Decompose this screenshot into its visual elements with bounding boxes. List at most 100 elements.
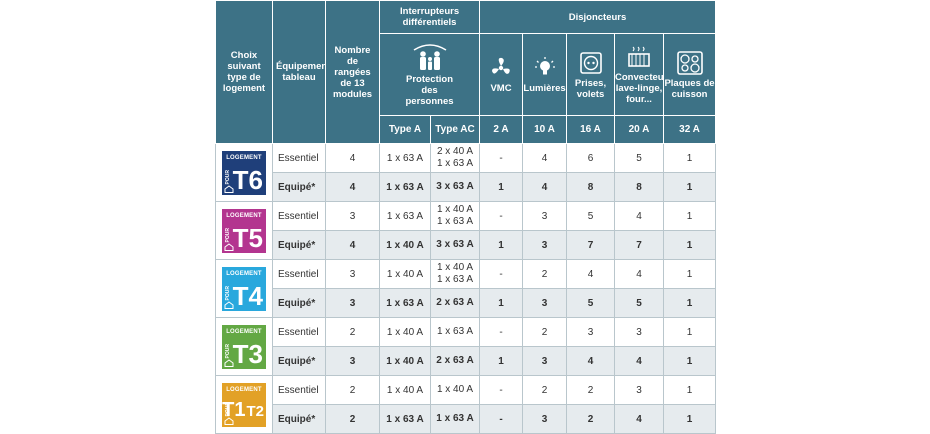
rangees-value: 3: [325, 201, 380, 231]
plaques-value: 1: [663, 230, 717, 260]
header-disjoncteurs: Disjoncteurs: [479, 0, 717, 34]
prises-value: 4: [566, 259, 616, 289]
convecteurs-value: 5: [614, 143, 665, 173]
house-icon: [224, 184, 234, 193]
cooktop-icon: [676, 50, 703, 75]
vmc-value: 1: [479, 346, 524, 376]
lumieres-value: 3: [522, 404, 568, 434]
equipment-label: Equipé*: [272, 346, 326, 376]
convecteurs-value: 4: [614, 404, 665, 434]
type-ac-line: 1 x 63 A: [436, 158, 474, 169]
badge-logement-label: LOGEMENT: [226, 270, 262, 277]
header-lumieres: Lumières: [522, 33, 568, 116]
header-10a: 10 A: [522, 115, 568, 144]
prises-value: 3: [566, 317, 616, 347]
type-a-value: 1 x 40 A: [379, 259, 431, 289]
convecteurs-value: 4: [614, 259, 665, 289]
house-icon: [224, 242, 234, 251]
header-16a: 16 A: [566, 115, 616, 144]
badge-logement-label: LOGEMENT: [226, 328, 262, 335]
type-a-value: 1 x 40 A: [379, 230, 431, 260]
rangees-value: 4: [325, 172, 380, 202]
header-20a: 20 A: [614, 115, 665, 144]
prises-value: 4: [566, 346, 616, 376]
badge-logement-label: LOGEMENT: [226, 212, 262, 219]
vmc-value: -: [479, 317, 524, 347]
type-ac-value: 3 x 63 A: [429, 230, 481, 260]
badge-logement-label: LOGEMENT: [226, 386, 262, 393]
convecteurs-value: 3: [614, 317, 665, 347]
plaques-value: 1: [663, 375, 717, 405]
housing-badge: LOGEMENT POUR T3: [222, 324, 266, 369]
header-32a: 32 A: [663, 115, 717, 144]
header-2a: 2 A: [479, 115, 524, 144]
header-rangees: Nombre de rangées de 13 modules: [325, 0, 380, 144]
type-ac-line: 1 x 40 A: [436, 204, 474, 215]
type-ac-line: 1 x 63 A: [436, 216, 474, 227]
equipment-table-wrapper: Choix suivant type de logement Équipemen…: [215, 0, 717, 434]
type-a-value: 1 x 40 A: [379, 375, 431, 405]
vmc-value: -: [479, 201, 524, 231]
rangees-value: 4: [325, 143, 380, 173]
equipment-label: Equipé*: [272, 230, 326, 260]
lumieres-value: 4: [522, 143, 568, 173]
badge-pour-label: POUR: [225, 170, 231, 185]
type-ac-line: 1 x 63 A: [436, 413, 474, 424]
type-a-value: 1 x 63 A: [379, 201, 431, 231]
house-icon: [224, 358, 234, 367]
header-vmc: VMC: [479, 33, 524, 116]
housing-badge-cell: LOGEMENT POUR T4: [215, 259, 273, 318]
header-convecteurs: Convecteurs, lave-linge, four...: [614, 33, 665, 116]
plaques-value: 1: [663, 201, 717, 231]
housing-type-label: T5: [232, 222, 263, 253]
type-ac-value: 2 x 63 A: [429, 346, 481, 376]
vmc-value: 1: [479, 288, 524, 318]
convecteurs-value: 4: [614, 346, 665, 376]
type-ac-line: 1 x 63 A: [436, 326, 474, 337]
housing-badge: LOGEMENT POUR T6: [222, 150, 266, 195]
equipment-table: Choix suivant type de logement Équipemen…: [215, 0, 717, 434]
type-ac-line: 1 x 40 A: [436, 384, 474, 395]
lumieres-value: 2: [522, 259, 568, 289]
radiator-icon: [628, 46, 650, 67]
lumieres-value: 2: [522, 317, 568, 347]
prises-value: 6: [566, 143, 616, 173]
equipment-label: Essentiel: [272, 259, 326, 289]
vmc-value: -: [479, 259, 524, 289]
badge-pour-label: POUR: [225, 344, 231, 359]
type-ac-line: 3 x 63 A: [436, 181, 474, 192]
bulb-icon: [534, 57, 555, 75]
convecteurs-value: 5: [614, 288, 665, 318]
housing-type-label: T4: [232, 280, 263, 311]
plaques-value: 1: [663, 346, 717, 376]
rangees-value: 3: [325, 346, 380, 376]
badge-pour-label: POUR: [225, 286, 231, 301]
housing-badge: LOGEMENT POUR T4: [222, 266, 266, 311]
housing-type-label: T6: [232, 164, 263, 195]
housing-badge-cell: LOGEMENT POUR T1T2: [215, 375, 273, 434]
header-plaques: Plaques de cuisson: [663, 33, 717, 116]
housing-badge-cell: LOGEMENT POUR T6: [215, 143, 273, 202]
prises-value: 2: [566, 404, 616, 434]
housing-type-label: T1T2: [222, 398, 264, 421]
plaques-value: 1: [663, 143, 717, 173]
lumieres-value: 3: [522, 230, 568, 260]
convecteurs-value: 3: [614, 375, 665, 405]
vmc-value: -: [479, 375, 524, 405]
fan-icon: [492, 57, 510, 74]
type-a-value: 1 x 40 A: [379, 346, 431, 376]
rangees-value: 3: [325, 288, 380, 318]
prises-value: 5: [566, 288, 616, 318]
plaques-value: 1: [663, 172, 717, 202]
type-ac-line: 3 x 63 A: [436, 239, 474, 250]
